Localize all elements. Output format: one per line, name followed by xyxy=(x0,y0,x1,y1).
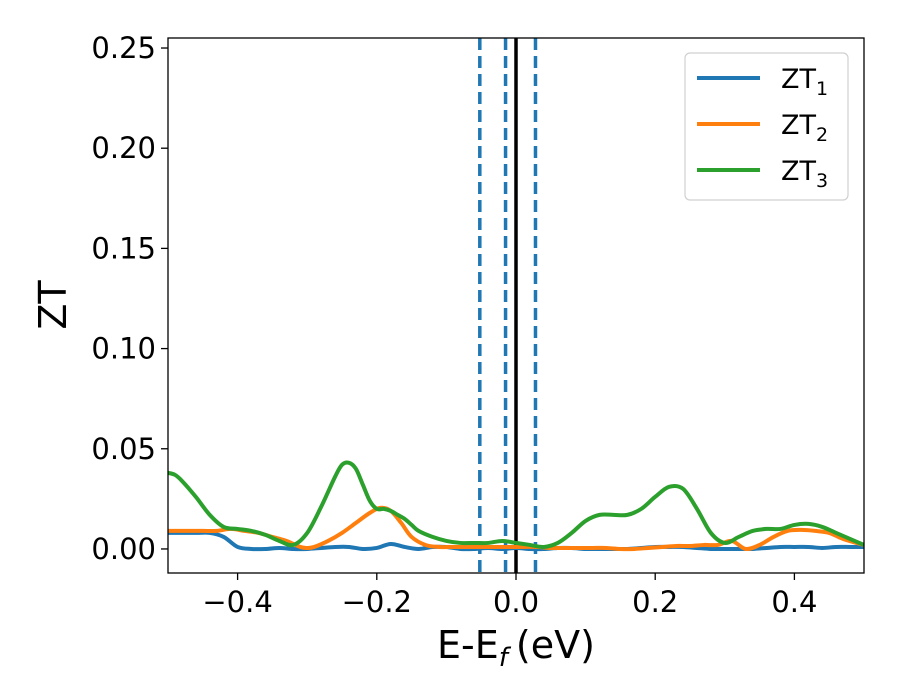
legend-label-zt3: ZT3 xyxy=(781,156,828,192)
y-axis-title: ZT xyxy=(31,280,75,330)
x-tick-label: 0.2 xyxy=(632,585,678,619)
y-tick-label: 0.15 xyxy=(91,231,156,265)
x-axis-title-main: E-E xyxy=(437,623,499,667)
y-tick-label: 0.00 xyxy=(91,532,156,566)
y-tick-label: 0.25 xyxy=(91,31,156,65)
x-tick-label: −0.4 xyxy=(202,585,272,619)
x-tick-label: −0.2 xyxy=(342,585,412,619)
y-axis-ticks: 0.00 0.05 0.10 0.15 0.20 0.25 xyxy=(91,31,168,566)
legend-label-zt1: ZT1 xyxy=(781,64,828,100)
x-tick-label: 0.4 xyxy=(771,585,817,619)
legend-label-zt2: ZT2 xyxy=(781,110,828,146)
x-axis-title-unit: (eV) xyxy=(516,623,595,667)
y-tick-label: 0.10 xyxy=(91,332,156,366)
y-tick-label: 0.20 xyxy=(91,131,156,165)
x-axis-title: E-Ef (eV) xyxy=(437,623,595,673)
y-tick-label: 0.05 xyxy=(91,432,156,466)
legend-box xyxy=(684,52,849,201)
series-lines xyxy=(168,460,864,552)
x-tick-label: 0.0 xyxy=(493,585,539,619)
legend: ZT1 ZT2 ZT3 xyxy=(684,52,849,201)
series-line-zt3 xyxy=(168,460,864,549)
reference-lines xyxy=(478,38,538,573)
x-axis-ticks: −0.4 −0.2 0.0 0.2 0.4 xyxy=(202,573,817,619)
